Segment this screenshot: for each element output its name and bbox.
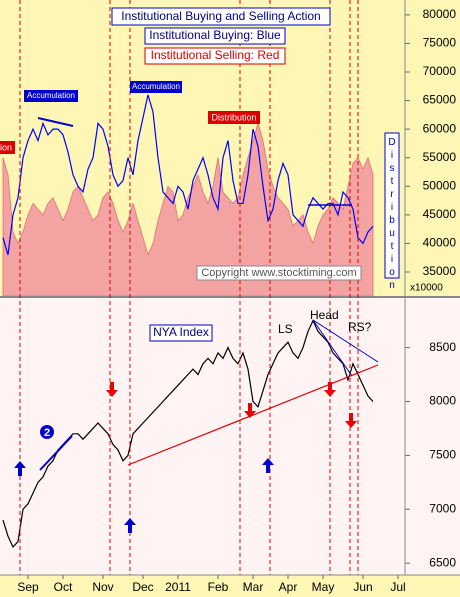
x-tick-label: Dec: [132, 580, 153, 594]
y-tick-label: 40000: [423, 236, 457, 250]
x-tick-label: Jun: [353, 580, 372, 594]
accumulation-label: Accumulation: [27, 91, 75, 100]
distribution-vertical: Distribution: [387, 137, 398, 293]
up-arrow: [14, 461, 26, 476]
y-tick-label: 55000: [423, 150, 457, 164]
down-arrow: [324, 382, 336, 397]
sell-arrows: [106, 382, 357, 428]
y-tick-label: 6500: [429, 555, 456, 569]
up-arrow: [124, 518, 136, 533]
y-tick-label: 8000: [429, 394, 456, 408]
wave-label: 2: [44, 427, 50, 439]
trend-line: [127, 364, 379, 466]
y-tick-label: 70000: [423, 64, 457, 78]
label-bg: [130, 81, 182, 93]
rs-label: RS?: [348, 320, 372, 334]
x-tick-label: Jul: [390, 580, 405, 594]
x-tick-label: Sep: [17, 580, 39, 594]
cycle-lines: [19, 0, 359, 575]
index-label: NYA Index: [153, 325, 209, 339]
y-tick-label: 45000: [423, 207, 457, 221]
label-box: [384, 132, 400, 279]
distribution-label: Distribution: [211, 112, 256, 122]
down-arrow: [106, 382, 118, 397]
label-box: [149, 324, 213, 342]
x-tick-label: Mar: [243, 580, 264, 594]
legend-buying: Institutional Buying: Blue: [149, 28, 281, 42]
head-label: Head: [310, 308, 339, 322]
title-box: [111, 7, 331, 26]
copyright: Copyright www.stocktiming.com: [201, 267, 356, 279]
buy-arrows: [14, 458, 274, 533]
y-tick-label: 7500: [429, 448, 456, 462]
y-tick-label: 7000: [429, 501, 456, 515]
y-tick-label: 35000: [423, 264, 457, 278]
trend-line: [312, 319, 379, 363]
x-tick-label: Nov: [92, 580, 113, 594]
title: Institutional Buying and Selling Action: [121, 9, 320, 23]
accumulation-label: Accumulation: [132, 82, 180, 91]
y-tick-label: 75000: [423, 36, 457, 50]
legend-box: [144, 47, 286, 65]
ls-label: LS: [278, 322, 293, 336]
trend-line: [39, 435, 73, 471]
distribution-label: ion: [0, 142, 12, 152]
x-tick-label: 2011: [165, 580, 191, 594]
x-axis-bg: [0, 575, 460, 597]
label-bg: [208, 111, 260, 124]
series-line: [2, 94, 374, 256]
y-tick-label: 80000: [423, 7, 457, 21]
label-bg: [0, 141, 15, 154]
bottom-panel-bg: [0, 298, 460, 575]
x-tick-label: Oct: [54, 580, 73, 594]
x-tick-label: Feb: [208, 580, 229, 594]
up-arrow: [262, 458, 274, 473]
y-tick-label: 50000: [423, 178, 457, 192]
x-tick-label: May: [312, 580, 335, 594]
copyright-box: [196, 265, 362, 281]
x-tick-label: Apr: [279, 580, 298, 594]
wave-circle: [40, 425, 54, 439]
legend-selling: Institutional Selling: Red: [151, 48, 280, 62]
legend-box: [144, 27, 286, 45]
label-bg: [24, 90, 78, 102]
y-tick-label: 60000: [423, 121, 457, 135]
y-tick-label: 8500: [429, 340, 456, 354]
y-unit-label: x10000: [410, 283, 443, 294]
trend-line: [37, 117, 74, 127]
down-arrow: [244, 403, 256, 418]
down-arrow: [345, 413, 357, 428]
y-tick-label: 65000: [423, 93, 457, 107]
trend-line: [312, 319, 353, 377]
